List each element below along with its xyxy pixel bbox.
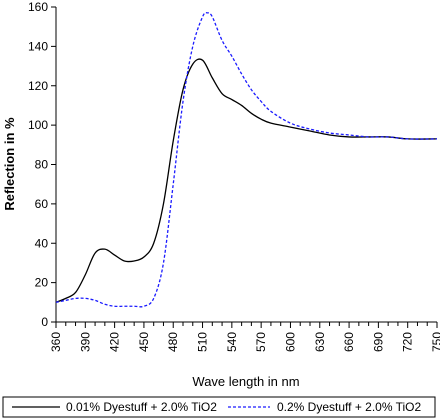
x-tick-label: 690: [371, 332, 385, 352]
y-axis-title: Reflection in %: [2, 117, 17, 211]
series-line-1: [55, 58, 438, 303]
y-tick-label: 40: [35, 236, 49, 250]
x-tick-label: 720: [401, 332, 415, 352]
legend: 0.01% Dyestuff + 2.0% TiO2 0.2% Dyestuff…: [2, 396, 436, 418]
y-tick-label: 80: [35, 158, 49, 172]
x-tick-label: 540: [225, 332, 239, 352]
legend-label-series-1: 0.01% Dyestuff + 2.0% TiO2: [66, 400, 217, 414]
y-tick-label: 100: [28, 118, 48, 132]
series-line-2: [55, 12, 438, 308]
y-tick-label: 0: [41, 315, 48, 329]
legend-box: [2, 396, 436, 418]
x-tick-label: 630: [313, 332, 327, 352]
series-layer: [55, 12, 438, 308]
x-tick-label: 570: [254, 332, 268, 352]
x-axis-title: Wave length in nm: [192, 374, 299, 389]
x-tick-label: 750: [430, 332, 440, 352]
y-tick-label: 20: [35, 276, 49, 290]
x-tick-label: 390: [78, 332, 92, 352]
legend-label-series-2: 0.2% Dyestuff + 2.0% TiO2: [277, 400, 422, 414]
y-tick-label: 60: [35, 197, 49, 211]
x-tick-label: 510: [196, 332, 210, 352]
x-tick-label: 420: [108, 332, 122, 352]
x-tick-label: 600: [283, 332, 297, 352]
y-tick-label: 140: [28, 39, 48, 53]
y-ticks: 0 20 40 60 80 100 120 140 160: [28, 0, 56, 329]
x-tick-label: 480: [166, 332, 180, 352]
y-tick-label: 160: [28, 0, 48, 14]
x-tick-label: 660: [342, 332, 356, 352]
x-ticks: 360 390 420 450 480 510 540 570 600 630 660 690 720 7…: [49, 322, 440, 352]
x-tick-label: 360: [49, 332, 63, 352]
y-tick-label: 120: [28, 79, 48, 93]
x-tick-label: 450: [137, 332, 151, 352]
plot-area: 0 20 40 60 80 100 120 140 160 360 390 420 450 480 510…: [28, 0, 440, 352]
